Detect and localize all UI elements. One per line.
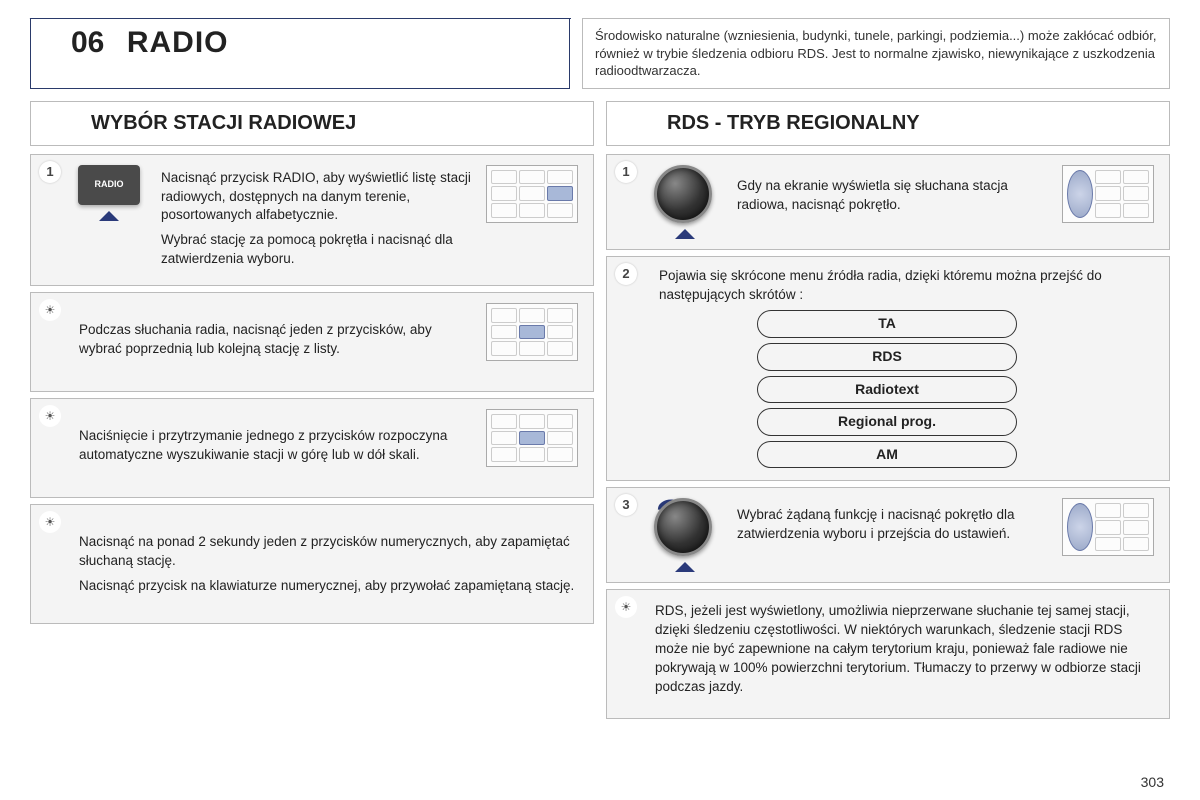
bulb-icon: ☀	[39, 299, 61, 321]
tip-text: Naciśnięcie i przytrzymanie jednego z pr…	[79, 409, 474, 465]
left-tip-2: ☀ Naciśnięcie i przytrzymanie jednego z …	[30, 398, 594, 498]
environment-note: Środowisko naturalne (wzniesienia, budyn…	[582, 18, 1170, 89]
diagram	[1062, 165, 1157, 223]
tip-text: Nacisnąć na ponad 2 sekundy jeden z przy…	[79, 515, 581, 602]
step-text: Gdy na ekranie wyświetla się słuchana st…	[737, 165, 1050, 215]
tip3-p1: Nacisnąć na ponad 2 sekundy jeden z przy…	[79, 533, 581, 571]
knob-icon: ↷	[645, 498, 725, 570]
menu-option-rds: RDS	[757, 343, 1017, 371]
radio-button-graphic: RADIO	[78, 165, 140, 205]
diagram	[1062, 498, 1157, 556]
radio-panel-diagram	[1062, 165, 1154, 223]
radio-button-icon: RADIO	[69, 165, 149, 205]
menu-option-radiotext: Radiotext	[757, 376, 1017, 404]
content-columns: WYBÓR STACJI RADIOWEJ 1 RADIO Nacisnąć p…	[30, 101, 1170, 720]
right-step-2: 2 Pojawia się skrócone menu źródła radia…	[606, 256, 1170, 482]
left-section-title: WYBÓR STACJI RADIOWEJ	[30, 101, 594, 146]
diagram	[486, 165, 581, 223]
menu-option-am: AM	[757, 441, 1017, 469]
left-column: WYBÓR STACJI RADIOWEJ 1 RADIO Nacisnąć p…	[30, 101, 594, 720]
step-badge: 1	[39, 161, 61, 183]
chapter-number: 06	[71, 26, 104, 59]
step-text: Pojawia się skrócone menu źródła radia, …	[659, 267, 1157, 305]
radio-panel-diagram	[486, 165, 578, 223]
menu-option-ta: TA	[757, 310, 1017, 338]
diagram	[486, 409, 581, 467]
radio-panel-diagram	[1062, 498, 1154, 556]
menu-option-regional: Regional prog.	[757, 408, 1017, 436]
left-step-1: 1 RADIO Nacisnąć przycisk RADIO, aby wyś…	[30, 154, 594, 286]
right-column: RDS - TRYB REGIONALNY 1 Gdy na ekranie w…	[606, 101, 1170, 720]
arrow-up-icon	[675, 552, 695, 572]
tip-text: Podczas słuchania radia, nacisnąć jeden …	[79, 303, 474, 359]
knob-icon	[645, 165, 725, 237]
step-text: Wybrać żądaną funkcję i nacisnąć pokrętł…	[737, 498, 1050, 544]
chapter-title: RADIO	[127, 26, 229, 59]
step-badge: 2	[615, 263, 637, 285]
arrow-up-icon	[675, 219, 695, 239]
right-tip: ☀ RDS, jeżeli jest wyświetlony, umożliwi…	[606, 589, 1170, 719]
bulb-icon: ☀	[615, 596, 637, 618]
step-badge: 3	[615, 494, 637, 516]
bulb-icon: ☀	[39, 405, 61, 427]
bulb-icon: ☀	[39, 511, 61, 533]
left-tip-3: ☀ Nacisnąć na ponad 2 sekundy jeden z pr…	[30, 504, 594, 624]
header-row: 06 RADIO Środowisko naturalne (wzniesien…	[30, 18, 1170, 89]
radio-panel-diagram	[486, 409, 578, 467]
chapter-title-tab: 06 RADIO	[30, 18, 570, 89]
step1-p1: Nacisnąć przycisk RADIO, aby wyświetlić …	[161, 169, 474, 226]
left-tip-1: ☀ Podczas słuchania radia, nacisnąć jede…	[30, 292, 594, 392]
knob-graphic	[654, 498, 712, 556]
page-number: 303	[1141, 774, 1164, 790]
diagram	[486, 303, 581, 361]
tip-text: RDS, jeżeli jest wyświetlony, umożliwia …	[655, 600, 1157, 696]
step-badge: 1	[615, 161, 637, 183]
step-text: Nacisnąć przycisk RADIO, aby wyświetlić …	[161, 165, 474, 275]
knob-graphic	[654, 165, 712, 223]
tip3-p2: Nacisnąć przycisk na klawiaturze numeryc…	[79, 577, 581, 596]
radio-panel-diagram	[486, 303, 578, 361]
right-section-title: RDS - TRYB REGIONALNY	[606, 101, 1170, 146]
menu-options: TA RDS Radiotext Regional prog. AM	[617, 310, 1157, 468]
right-step-3: 3 ↷ Wybrać żądaną funkcję i nacisnąć pok…	[606, 487, 1170, 583]
right-step-1: 1 Gdy na ekranie wyświetla się słuchana …	[606, 154, 1170, 250]
step1-p2: Wybrać stację za pomocą pokrętła i nacis…	[161, 231, 474, 269]
